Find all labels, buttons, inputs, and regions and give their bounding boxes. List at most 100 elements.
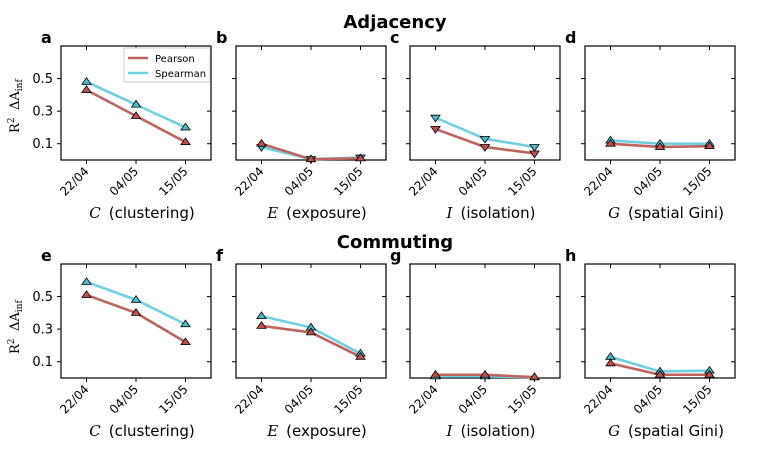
data-point-pearson: [130, 111, 142, 119]
x-axis-text: (clustering): [109, 422, 195, 440]
y-tick-label: 0.5: [32, 290, 53, 305]
x-axis-symbol: G: [608, 204, 620, 222]
x-tick-label: 15/05: [505, 382, 539, 416]
x-axis-label-a: C (clustering): [89, 204, 194, 222]
svg-text:R2: R2: [7, 117, 23, 133]
data-point-spearman: [256, 311, 267, 319]
data-point-pearson: [529, 150, 540, 159]
x-tick-label: 04/05: [282, 164, 316, 198]
x-axis-label-c: I (isolation): [446, 204, 536, 222]
data-point-pearson: [130, 308, 142, 316]
data-point-pearson: [605, 138, 616, 147]
x-tick-label: 04/05: [631, 164, 665, 198]
data-point-spearman: [130, 294, 142, 303]
panel-d: d 22/04 04/05 15/05 G (spatial Gini): [565, 28, 736, 222]
data-point-pearson: [355, 351, 366, 360]
x-axis-symbol: E: [266, 204, 278, 222]
data-point-spearman: [81, 277, 92, 285]
x-axis-text: (exposure): [286, 204, 367, 222]
panel-f: f 22/04 04/05 15/05 E (exposure): [216, 246, 387, 440]
data-point-pearson: [704, 141, 715, 150]
data-point-pearson: [256, 138, 267, 147]
y-tick-label: 0.5: [32, 72, 53, 87]
x-tick-label: 15/05: [505, 164, 539, 198]
x-tick-label: 04/05: [456, 164, 490, 198]
data-point-spearman: [130, 99, 142, 108]
x-tick-label: 22/04: [406, 164, 440, 198]
panel-letter-e: e: [41, 246, 52, 265]
x-axis-text: (exposure): [286, 422, 367, 440]
x-tick-label: 22/04: [57, 164, 91, 198]
x-tick-label: 15/05: [680, 382, 714, 416]
data-point-pearson: [180, 337, 191, 346]
row-title-adjacency: Adjacency: [343, 12, 446, 33]
x-axis-symbol: G: [608, 422, 620, 440]
y-axis-label-top: R2 ΔAinf: [7, 79, 25, 133]
plot-frame-e: [60, 263, 212, 379]
y-tick-label: 0.3: [32, 323, 53, 338]
data-point-pearson: [180, 137, 191, 145]
x-tick-label: 15/05: [156, 164, 190, 198]
x-tick-label: 04/05: [282, 382, 316, 416]
y-tick-label: 0.3: [32, 105, 53, 120]
data-point-spearman: [529, 144, 540, 152]
data-point-pearson: [305, 327, 317, 336]
data-point-spearman: [180, 319, 191, 328]
data-point-pearson: [81, 85, 92, 93]
panel-b: b 22/04 04/05 15/05 E (exposure): [216, 28, 387, 222]
x-axis-symbol: C: [89, 204, 101, 222]
data-point-pearson: [81, 290, 92, 298]
x-axis-label-d: G (spatial Gini): [608, 204, 724, 222]
y-tick-label: 0.1: [32, 355, 53, 370]
svg-text:ΔAinf: ΔAinf: [8, 79, 25, 110]
panel-letter-c: c: [390, 28, 399, 47]
x-tick-label: 22/04: [232, 164, 266, 198]
x-tick-label: 22/04: [232, 382, 266, 416]
panel-letter-f: f: [216, 246, 224, 265]
panel-h: h 22/04 04/05 15/05 G (spatial Gini): [565, 246, 736, 440]
x-axis-text: (clustering): [109, 204, 195, 222]
x-tick-label: 22/04: [581, 164, 615, 198]
panel-letter-b: b: [216, 28, 227, 47]
panel-letter-a: a: [41, 28, 52, 47]
panel-letter-g: g: [390, 246, 401, 265]
data-point-pearson: [430, 126, 441, 134]
x-tick-label: 04/05: [631, 382, 665, 416]
x-axis-label-b: E (exposure): [266, 204, 367, 222]
panel-e: e 0.5 0.3 0.1 22/04 04/05 15/05 C (clustering): [32, 246, 212, 440]
data-point-spearman: [430, 114, 441, 123]
x-axis-text: (isolation): [460, 422, 535, 440]
x-axis-text: (spatial Gini): [628, 422, 724, 440]
x-tick-label: 04/05: [107, 382, 141, 416]
legend-label-spearman: Spearman: [155, 69, 206, 80]
x-tick-label: 15/05: [331, 164, 365, 198]
plot-frame-g: [409, 263, 561, 379]
x-axis-symbol: I: [446, 422, 454, 440]
x-tick-label: 04/05: [456, 382, 490, 416]
data-point-pearson: [654, 142, 666, 150]
legend-label-pearson: Pearson: [155, 54, 195, 65]
x-axis-label-h: G (spatial Gini): [608, 422, 724, 440]
x-axis-label-g: I (isolation): [446, 422, 536, 440]
data-point-pearson: [479, 369, 491, 378]
data-point-pearson: [654, 369, 666, 378]
y-tick-label: 0.1: [32, 137, 53, 152]
panel-letter-h: h: [565, 246, 576, 265]
x-axis-symbol: I: [446, 204, 454, 222]
x-axis-symbol: E: [266, 422, 278, 440]
data-point-pearson: [256, 321, 267, 329]
data-point-spearman: [180, 122, 191, 131]
svg-text:ΔAinf: ΔAinf: [8, 300, 25, 331]
data-point-pearson: [605, 358, 616, 367]
x-axis-label-e: C (clustering): [89, 422, 194, 440]
data-point-pearson: [430, 369, 441, 378]
x-tick-label: 22/04: [57, 382, 91, 416]
x-axis-text: (spatial Gini): [628, 204, 724, 222]
x-axis-label-f: E (exposure): [266, 422, 367, 440]
y-axis-label-bottom: R2 ΔAinf: [7, 300, 25, 354]
x-tick-label: 15/05: [331, 382, 365, 416]
svg-text:R2: R2: [7, 338, 23, 354]
data-point-spearman: [479, 135, 491, 144]
x-tick-label: 04/05: [107, 164, 141, 198]
